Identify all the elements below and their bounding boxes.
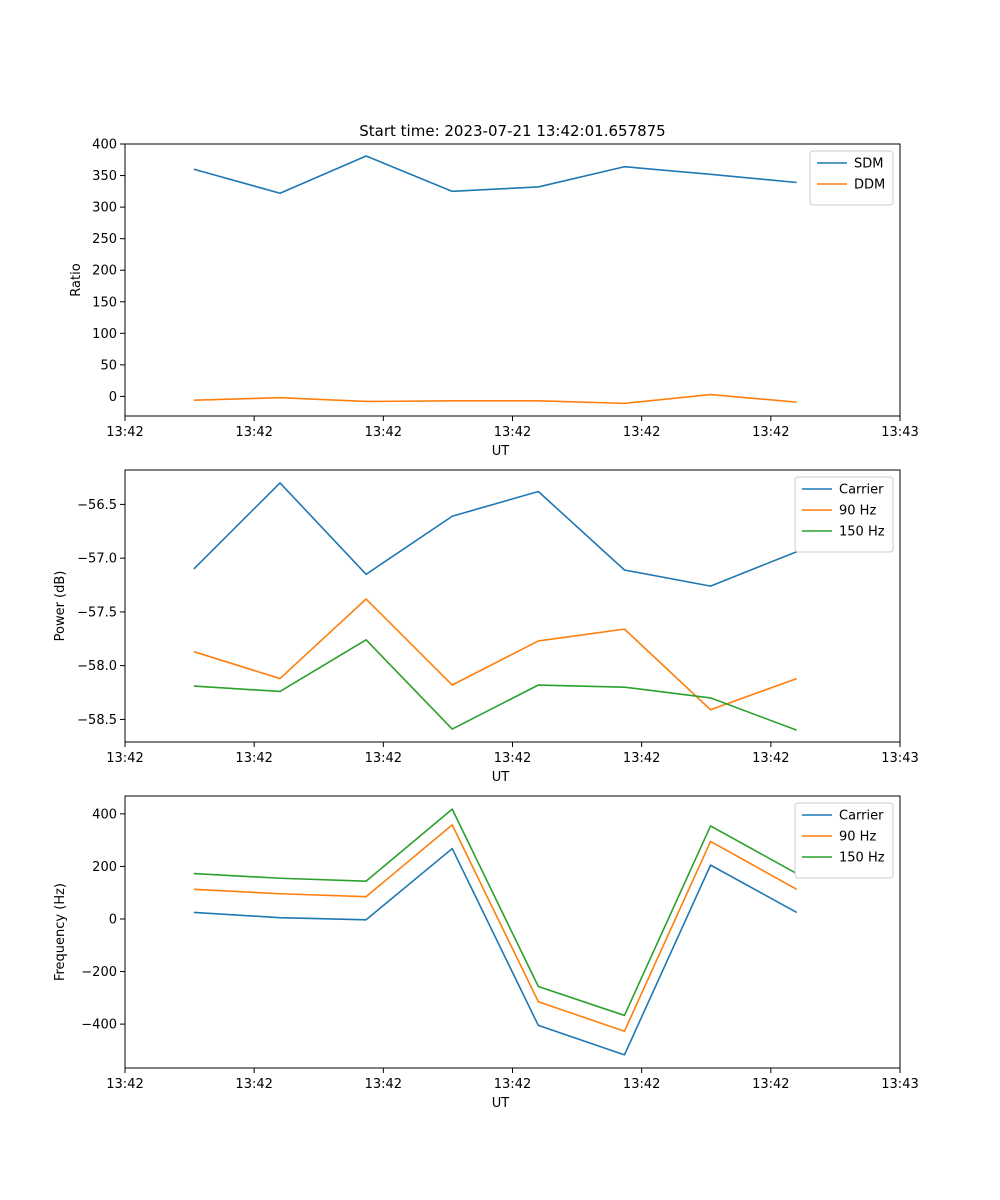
chart-panel-3: 13:42 13:42 13:42 13:42 13:42 13:42 13:43 −400 −… <box>53 795 919 1111</box>
legend-label: 150 Hz <box>839 525 885 540</box>
x-tick-label: 13:43 <box>881 751 918 766</box>
y-tick-label: 400 <box>92 138 117 153</box>
y-tick-label: 200 <box>92 860 117 875</box>
y-tick-label: −58.0 <box>77 659 117 674</box>
y-axis-label: Ratio <box>69 263 84 296</box>
series-line-90-hz <box>193 598 797 711</box>
legend-label: SDM <box>854 157 883 172</box>
x-axis-label: UT <box>492 770 510 785</box>
legend-label: 90 Hz <box>839 830 876 845</box>
x-tick-label: 13:42 <box>106 425 143 440</box>
x-tick-label: 13:42 <box>752 425 789 440</box>
series-line-90-hz <box>193 824 798 1033</box>
x-tick-label: 13:42 <box>106 1077 143 1092</box>
x-tick-label: 13:42 <box>494 425 531 440</box>
legend-box <box>794 802 894 879</box>
x-axis-label: UT <box>492 444 510 459</box>
y-tick-label: 200 <box>92 264 117 279</box>
legend-box <box>794 476 894 553</box>
y-tick-label: 50 <box>100 358 117 373</box>
chart-panel-2: 13:42 13:42 13:42 13:42 13:42 13:42 13:43 −58.5… <box>53 469 919 785</box>
axes-frame <box>124 143 901 417</box>
y-tick-label: 350 <box>92 169 117 184</box>
x-tick-label: 13:43 <box>881 1077 918 1092</box>
y-tick-label: −58.5 <box>77 713 117 728</box>
x-tick-label: 13:42 <box>494 1077 531 1092</box>
legend: Carrier 90 Hz 150 Hz <box>794 802 894 879</box>
chart-panel-1: Start time: 2023-07-21 13:42:01.657875 13… <box>69 122 919 459</box>
y-tick-label: 0 <box>109 390 117 405</box>
x-tick-label: 13:42 <box>106 751 143 766</box>
x-tick-label: 13:42 <box>365 425 402 440</box>
y-axis-label: Power (dB) <box>53 571 68 642</box>
x-tick-label: 13:42 <box>494 751 531 766</box>
y-axis-label: Frequency (Hz) <box>53 883 68 981</box>
y-tick-label: 250 <box>92 232 117 247</box>
legend-label: 90 Hz <box>839 504 876 519</box>
chart-title: Start time: 2023-07-21 13:42:01.657875 <box>359 122 665 140</box>
x-tick-label: 13:43 <box>881 425 918 440</box>
legend: SDM DDM <box>809 150 894 206</box>
y-tick-label: 150 <box>92 295 117 310</box>
x-tick-label: 13:42 <box>235 751 272 766</box>
y-tick-label: −400 <box>81 1018 117 1033</box>
axes-frame <box>124 469 901 743</box>
legend-label: DDM <box>854 178 885 193</box>
x-tick-label: 13:42 <box>623 1077 660 1092</box>
y-tick-label: −57.0 <box>77 552 117 567</box>
x-tick-label: 13:42 <box>235 1077 272 1092</box>
x-tick-label: 13:42 <box>623 751 660 766</box>
x-tick-label: 13:42 <box>752 751 789 766</box>
y-tick-label: 300 <box>92 201 117 216</box>
legend-label: Carrier <box>839 483 884 498</box>
series-line-carrier <box>193 482 797 587</box>
y-tick-label: 0 <box>109 912 117 927</box>
x-tick-label: 13:42 <box>365 751 402 766</box>
series-line-150-hz <box>193 639 797 731</box>
y-tick-label: 400 <box>92 807 117 822</box>
y-tick-label: −56.5 <box>77 498 117 513</box>
x-tick-label: 13:42 <box>752 1077 789 1092</box>
x-tick-label: 13:42 <box>365 1077 402 1092</box>
x-tick-label: 13:42 <box>235 425 272 440</box>
x-axis-label: UT <box>492 1096 510 1111</box>
series-line-carrier <box>193 847 798 1056</box>
series-line-150-hz <box>193 808 798 1017</box>
legend-box <box>809 150 894 206</box>
x-tick-label: 13:42 <box>623 425 660 440</box>
legend-label: Carrier <box>839 809 884 824</box>
y-tick-label: 100 <box>92 327 117 342</box>
y-tick-label: −200 <box>81 965 117 980</box>
y-tick-label: −57.5 <box>77 605 117 620</box>
series-line-sdm <box>193 155 797 195</box>
legend-label: 150 Hz <box>839 851 885 866</box>
legend: Carrier 90 Hz 150 Hz <box>794 476 894 553</box>
series-line-ddm <box>193 393 797 405</box>
